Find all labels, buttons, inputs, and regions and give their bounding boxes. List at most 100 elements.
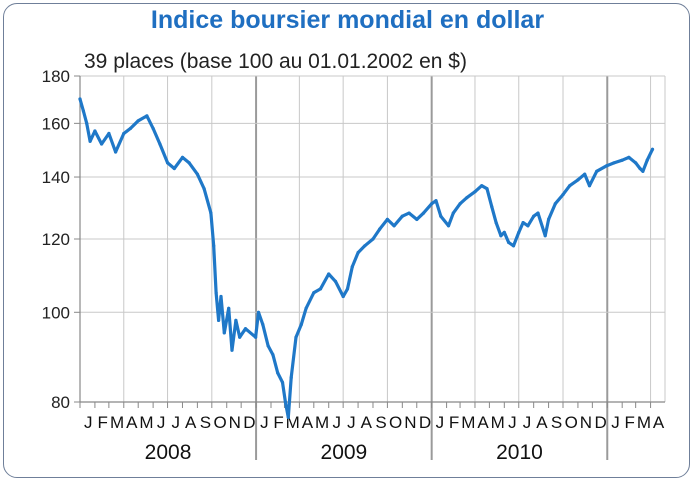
x-tick-label: A (185, 413, 197, 432)
data-point (151, 126, 155, 130)
x-tick-label: J (157, 413, 165, 432)
data-point (490, 205, 494, 209)
x-tick-label: J (436, 413, 444, 432)
x-tick-label: J (84, 413, 92, 432)
data-point (227, 306, 231, 310)
data-point (511, 244, 516, 248)
data-point (222, 331, 226, 335)
data-point (517, 230, 521, 234)
data-point (145, 114, 149, 118)
x-tick-label: D (243, 413, 255, 432)
x-tick-label: F (273, 413, 283, 432)
data-point (93, 129, 97, 133)
data-point (341, 294, 345, 299)
data-point (356, 251, 360, 255)
x-tick-label: O (213, 413, 226, 432)
data-point (88, 139, 92, 143)
data-point (634, 161, 638, 165)
data-point (136, 119, 140, 123)
y-tick-labels: 80 100 120 140 160 180 (42, 67, 70, 412)
data-point (553, 202, 557, 206)
x-tick-label: S (200, 413, 211, 432)
data-point (521, 221, 525, 225)
data-point (485, 187, 489, 191)
x-tick-label: O (389, 413, 402, 432)
series-line (78, 97, 655, 419)
data-point (294, 335, 298, 339)
x-tick-label: M (315, 413, 328, 432)
x-tick-label: J (260, 413, 268, 432)
data-point (114, 150, 118, 154)
data-point (289, 376, 293, 380)
x-tick-label: F (625, 413, 635, 432)
data-point (333, 279, 338, 283)
data-point (547, 217, 551, 221)
data-point (480, 184, 484, 188)
data-point (650, 147, 655, 151)
data-point (641, 169, 645, 173)
data-point (280, 380, 285, 384)
data-point (243, 327, 248, 331)
data-point (78, 97, 82, 101)
data-point (350, 265, 354, 269)
data-point (266, 344, 270, 348)
data-point (576, 178, 580, 182)
data-point (212, 244, 216, 248)
data-point (187, 161, 191, 165)
data-point (434, 199, 438, 203)
data-point (439, 214, 443, 218)
x-tick-label: S (551, 413, 562, 432)
data-point (122, 131, 126, 136)
x-tick-label: J (332, 413, 340, 432)
data-point (312, 291, 316, 295)
data-point (612, 161, 616, 165)
data-point (499, 234, 503, 238)
data-point (100, 142, 104, 146)
data-point (638, 166, 642, 171)
data-point (180, 155, 185, 159)
data-point (451, 211, 455, 215)
y-tick-label: 120 (42, 230, 70, 249)
data-point (81, 109, 85, 113)
data-point (256, 310, 261, 314)
data-point (219, 294, 223, 299)
chart-frame (3, 3, 690, 478)
data-point (209, 211, 213, 215)
data-point (286, 415, 290, 419)
y-tick-label: 100 (42, 303, 70, 322)
x-tick-label: M (461, 413, 474, 432)
data-point (526, 224, 530, 228)
data-point (172, 166, 176, 171)
data-point (378, 227, 382, 231)
data-point (299, 322, 303, 327)
x-tick-label: A (536, 413, 548, 432)
data-point (473, 190, 477, 194)
data-point (85, 121, 89, 125)
x-tick-label: N (229, 413, 240, 432)
x-tick-label: D (594, 413, 606, 432)
x-tick-label: A (361, 413, 373, 432)
data-point (502, 230, 506, 234)
data-point (158, 142, 162, 146)
data-point (271, 353, 275, 357)
data-point (400, 214, 404, 218)
data-point (532, 214, 536, 218)
year-label: 2008 (145, 441, 192, 464)
y-tick-label: 180 (42, 67, 70, 86)
x-tick-label: A (126, 413, 138, 432)
data-point (392, 224, 396, 228)
data-point (494, 221, 498, 225)
data-point (583, 172, 587, 176)
data-point (238, 335, 242, 339)
x-tick-label: S (375, 413, 386, 432)
data-point (407, 211, 411, 215)
data-point (318, 287, 323, 291)
data-point (363, 244, 367, 248)
y-tick-label: 160 (42, 114, 70, 133)
data-point (214, 291, 218, 295)
data-point (345, 287, 350, 291)
x-tick-label: A (302, 413, 314, 432)
x-tick-label: N (580, 413, 591, 432)
x-tick-label: N (404, 413, 415, 432)
